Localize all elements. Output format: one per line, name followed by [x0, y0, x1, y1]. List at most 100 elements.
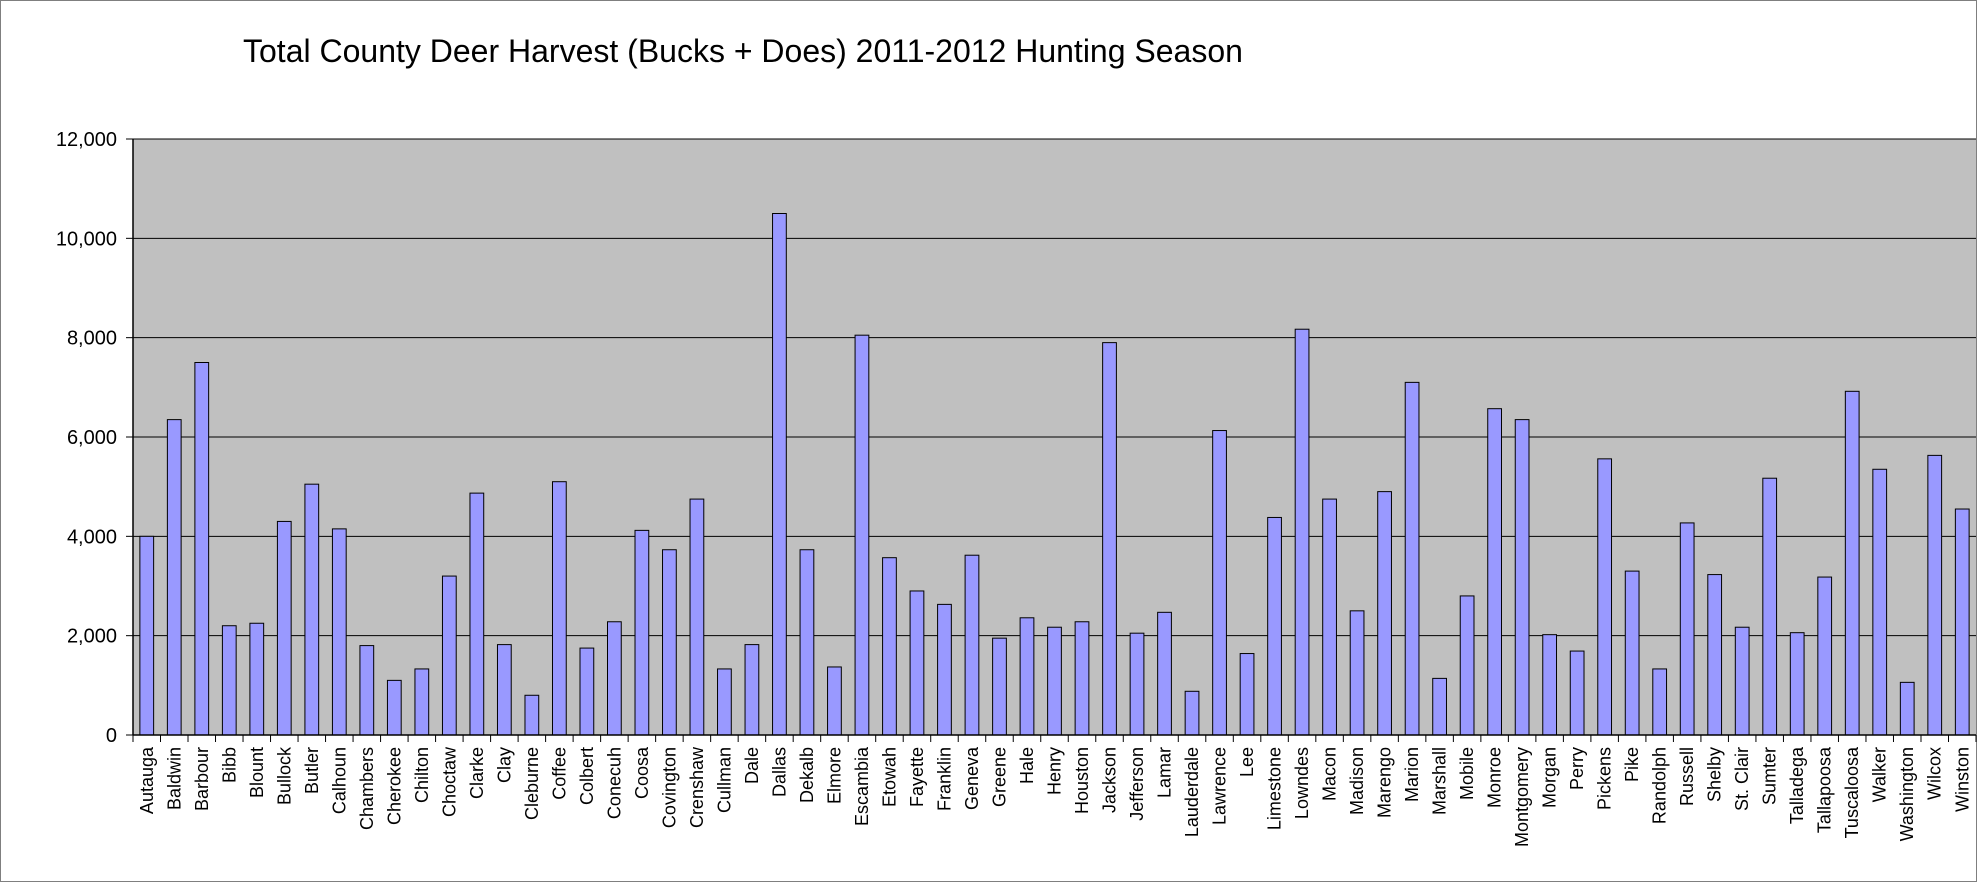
- bar: [662, 549, 677, 736]
- bar: [1129, 632, 1145, 736]
- bar: [1267, 516, 1282, 736]
- x-tick-label: Lauderdale: [1182, 747, 1202, 837]
- x-tick-label: Tallapoosa: [1815, 746, 1835, 833]
- x-tick-label: Cleburne: [522, 747, 542, 820]
- x-tick-label: Clarke: [467, 747, 487, 799]
- x-tick-label: Fayette: [907, 747, 927, 807]
- bar: [1019, 617, 1035, 736]
- x-tick-label: Calhoun: [329, 747, 349, 814]
- x-tick-label: Monroe: [1485, 747, 1505, 808]
- bar: [1872, 468, 1888, 736]
- bar: [1734, 626, 1750, 736]
- bar: [909, 590, 925, 736]
- x-tick-label: Cullman: [714, 747, 734, 813]
- x-tick-label: Lamar: [1155, 747, 1175, 798]
- bar: [166, 419, 182, 736]
- bar: [441, 575, 457, 736]
- x-tick-label: Bullock: [274, 746, 294, 805]
- x-tick-label: Escambia: [852, 746, 872, 826]
- bar: [1899, 681, 1915, 736]
- x-tick-label: Covington: [659, 747, 679, 828]
- bar: [1762, 477, 1778, 736]
- bar: [276, 520, 292, 736]
- x-tick-label: Walker: [1870, 747, 1890, 802]
- bar: [1597, 458, 1613, 736]
- bar: [992, 637, 1007, 736]
- x-tick-label: Morgan: [1540, 747, 1560, 808]
- x-tick-label: Pickens: [1595, 747, 1615, 810]
- bar: [1102, 342, 1117, 736]
- x-tick-label: Houston: [1072, 747, 1092, 814]
- bar: [249, 622, 265, 736]
- x-tick-label: Hale: [1017, 747, 1037, 784]
- x-tick-label: Clay: [494, 747, 514, 783]
- x-tick-label: Lawrence: [1210, 747, 1230, 825]
- x-tick-label: Russell: [1677, 747, 1697, 806]
- bar: [1652, 668, 1668, 736]
- x-tick-label: Lowndes: [1292, 747, 1312, 819]
- x-tick-label: Coffee: [549, 747, 569, 800]
- x-tick-label: Elmore: [824, 747, 844, 804]
- x-tick-label: Autauga: [137, 746, 157, 814]
- x-tick-label: Cherokee: [384, 747, 404, 825]
- x-tick-label: Marshall: [1430, 747, 1450, 815]
- x-tick-label: Bibb: [219, 747, 239, 783]
- bar: [1514, 419, 1530, 736]
- bar: [579, 647, 595, 736]
- x-tick-label: Montgomery: [1512, 747, 1532, 847]
- x-tick-label: Baldwin: [164, 747, 184, 810]
- bar: [744, 644, 760, 736]
- x-tick-label: Pike: [1622, 747, 1642, 782]
- x-axis-labels: Autauga Baldwin Barbour Bibb Blount Bullock Bu…: [137, 746, 1973, 847]
- x-tick-label: St. Clair: [1732, 747, 1752, 811]
- x-tick-label: Dale: [742, 747, 762, 784]
- y-axis-ticks: 0 2,000 4,000 6,000 8,000 10,000 12,000: [56, 129, 133, 747]
- x-tick-label: Randolph: [1650, 747, 1670, 824]
- y-tick-label: 2,000: [67, 626, 117, 648]
- bar: [1074, 621, 1090, 736]
- x-tick-label: Chambers: [357, 747, 377, 830]
- bar: [496, 644, 512, 736]
- bar: [1157, 611, 1172, 736]
- bar: [772, 213, 787, 736]
- bar: [689, 498, 705, 736]
- bar: [1047, 626, 1062, 736]
- bar: [1404, 381, 1420, 736]
- x-tick-label: Crenshaw: [687, 746, 707, 828]
- bar: [331, 528, 347, 736]
- bar: [386, 679, 402, 736]
- bar: [634, 529, 650, 736]
- y-tick-label: 8,000: [67, 328, 117, 350]
- bar: [1954, 508, 1970, 736]
- bar: [1459, 595, 1475, 736]
- bar: [1184, 690, 1200, 736]
- x-tick-label: Winston: [1952, 747, 1972, 812]
- x-tick-label: Colbert: [577, 747, 597, 805]
- bar: [1432, 677, 1447, 736]
- x-tick-label: Blount: [247, 747, 267, 798]
- bar: [221, 625, 237, 736]
- bar: [854, 334, 870, 736]
- x-tick-label: Jackson: [1100, 747, 1120, 813]
- bar: [1542, 634, 1558, 736]
- bar: [551, 481, 567, 736]
- bar: [827, 666, 842, 736]
- y-tick-label: 10,000: [56, 228, 117, 250]
- x-tick-label: Barbour: [192, 747, 212, 811]
- x-tick-label: Dallas: [769, 747, 789, 797]
- x-tick-label: Macon: [1320, 747, 1340, 801]
- bar: [194, 362, 210, 736]
- bar: [304, 483, 320, 736]
- x-tick-label: Chilton: [412, 747, 432, 803]
- bar: [937, 603, 952, 736]
- x-tick-label: Sumter: [1760, 747, 1780, 805]
- bar: [1487, 408, 1502, 736]
- bar: [799, 549, 815, 736]
- y-tick-label: 6,000: [67, 427, 117, 449]
- x-tick-label: Lee: [1237, 747, 1257, 777]
- bar: [1349, 610, 1365, 736]
- bar: [414, 668, 430, 736]
- x-tick-label: Greene: [989, 747, 1009, 807]
- bar: [1927, 454, 1943, 736]
